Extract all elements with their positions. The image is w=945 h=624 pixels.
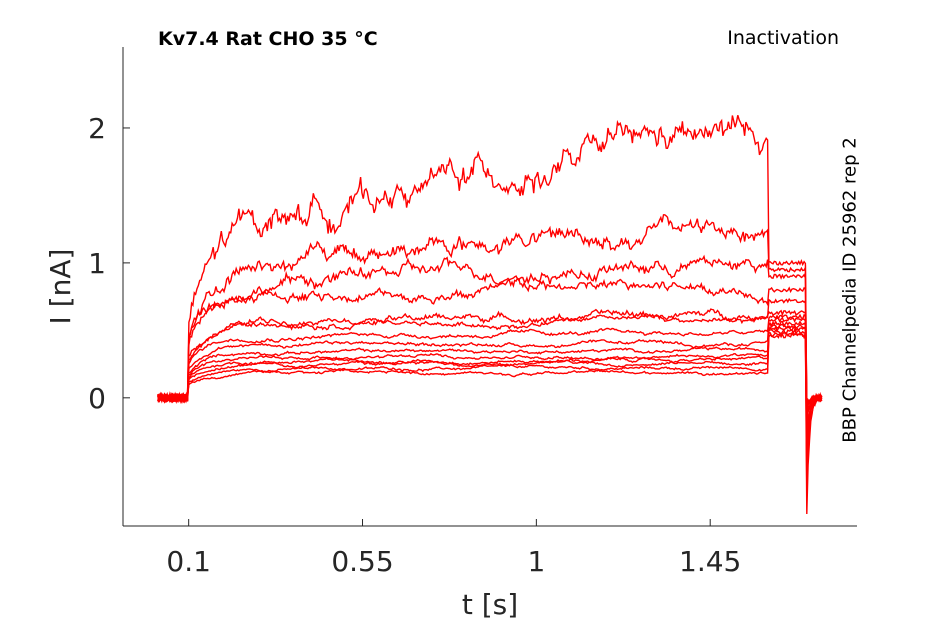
x-tick-label: 1	[527, 545, 545, 578]
y-axis-label: I [nA]	[44, 249, 77, 325]
current-trace-6	[157, 320, 822, 439]
current-trace-7	[157, 316, 823, 426]
x-tick-label: 0.1	[166, 545, 211, 578]
x-axis-label: t [s]	[462, 588, 518, 621]
current-trace-1	[157, 332, 822, 515]
y-tick-label: 1	[88, 247, 106, 280]
current-trace-9	[157, 309, 823, 420]
current-trace-13	[157, 214, 823, 411]
x-ticks: 0.1 0.55 1 1.45	[166, 519, 741, 578]
current-trace-12	[157, 254, 823, 409]
current-trace-8	[157, 313, 823, 423]
chart-subtitle: Inactivation	[727, 27, 839, 49]
chart-title: Kv7.4 Rat CHO 35 °C	[158, 28, 378, 50]
x-tick-label: 0.55	[331, 545, 393, 578]
current-trace-14	[157, 115, 823, 408]
y-tick-label: 2	[88, 112, 106, 145]
current-trace-2	[157, 331, 823, 491]
y-ticks: 0 1 2	[88, 112, 130, 415]
current-trace-3	[157, 327, 823, 469]
traces-group	[157, 115, 823, 515]
x-tick-label: 1.45	[679, 545, 741, 578]
current-trace-4	[157, 325, 823, 459]
current-trace-5	[157, 323, 823, 446]
current-trace-10	[157, 297, 823, 413]
y-tick-label: 0	[88, 382, 106, 415]
